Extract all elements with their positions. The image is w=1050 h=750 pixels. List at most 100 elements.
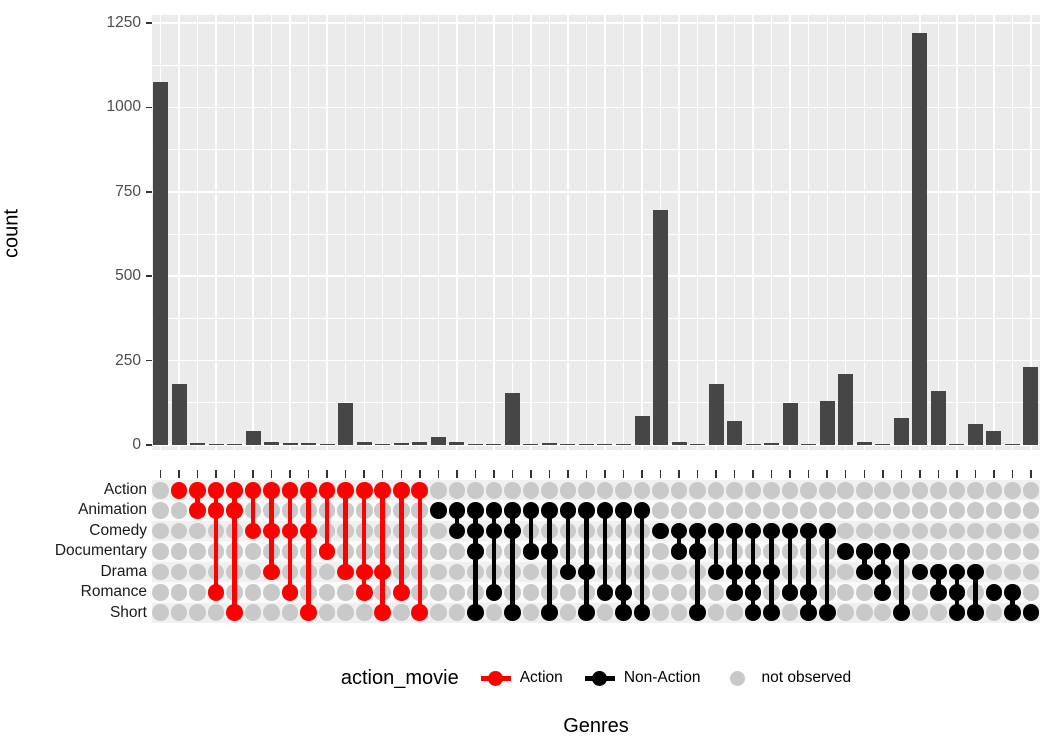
matrix-dot: [170, 563, 188, 581]
matrix-dot: [874, 563, 892, 581]
matrix-dot: [448, 543, 466, 560]
matrix-dot: [652, 543, 669, 560]
matrix-row-stripe: [152, 541, 1040, 562]
x-tick-mark: [715, 470, 717, 478]
vertical-gridline: [474, 15, 477, 450]
matrix-row-label: Animation: [78, 501, 147, 519]
intersection-bar: [578, 444, 594, 445]
matrix-connector-line: [250, 490, 256, 532]
matrix-dot: [1022, 522, 1040, 540]
major-gridline: [152, 359, 1040, 362]
matrix-dot: [485, 481, 503, 499]
matrix-dot: [448, 522, 466, 540]
x-tick-mark: [307, 470, 310, 478]
y-tick-mark: [146, 106, 152, 109]
matrix-dot: [893, 543, 910, 560]
matrix-dot: [430, 502, 447, 519]
matrix-dot: [985, 563, 1003, 581]
matrix-connector-line: [306, 490, 311, 613]
matrix-dot: [504, 481, 521, 499]
matrix-dot: [652, 522, 669, 540]
vertical-gridline: [882, 15, 884, 450]
matrix-dot: [1022, 604, 1040, 622]
matrix-dot: [152, 563, 169, 581]
matrix-dot: [948, 584, 966, 601]
intersection-bar: [912, 33, 928, 445]
vertical-gridline: [289, 15, 291, 450]
intersection-bar: [153, 82, 168, 445]
matrix-dot: [837, 502, 855, 519]
matrix-dot: [170, 481, 188, 499]
y-tick-mark: [146, 22, 152, 24]
matrix-dot: [485, 584, 503, 601]
matrix-connector-line: [676, 531, 682, 552]
x-tick-mark: [659, 470, 662, 478]
matrix-dot: [244, 481, 262, 499]
matrix-dot: [670, 563, 688, 581]
x-tick-mark: [882, 470, 884, 478]
legend-item-not-observed: not observed: [723, 669, 851, 687]
vertical-gridline: [937, 15, 940, 450]
intersection-bar: [319, 444, 335, 445]
vertical-gridline: [863, 15, 865, 450]
major-gridline: [152, 444, 1040, 446]
matrix-dot: [337, 481, 354, 499]
matrix-dot: [930, 604, 947, 622]
matrix-dot: [818, 481, 836, 499]
matrix-dot: [744, 502, 762, 519]
intersection-bar: [264, 441, 280, 445]
x-tick-mark: [363, 470, 365, 478]
matrix-dot: [522, 481, 540, 499]
matrix-dot: [207, 481, 225, 499]
vertical-gridline: [622, 15, 625, 450]
matrix-connector-line: [732, 531, 737, 593]
matrix-dot: [244, 543, 262, 560]
matrix-dot: [911, 604, 929, 622]
vertical-gridline: [733, 15, 736, 450]
vertical-gridline: [1030, 15, 1032, 450]
matrix-dot: [837, 584, 855, 601]
x-tick-mark: [696, 470, 699, 478]
matrix-dot: [744, 563, 762, 581]
matrix-connector-line: [602, 510, 608, 593]
matrix-dot: [911, 502, 929, 519]
intersection-bar: [708, 384, 724, 445]
matrix-dot: [911, 522, 929, 540]
matrix-dot: [244, 604, 262, 622]
minor-gridline: [152, 149, 1040, 151]
matrix-dot: [763, 563, 780, 581]
matrix-dot: [800, 502, 817, 519]
matrix-dot: [263, 563, 280, 581]
matrix-row-label: Documentary: [54, 542, 147, 560]
x-tick-mark: [956, 470, 958, 478]
matrix-connector-line: [824, 531, 830, 613]
matrix-dot: [1004, 604, 1021, 622]
x-tick-mark: [548, 470, 551, 478]
matrix-dot: [207, 604, 225, 622]
matrix-dot: [170, 543, 188, 560]
intersection-bar: [597, 444, 613, 445]
matrix-dot: [485, 604, 503, 622]
matrix-dot: [930, 502, 947, 519]
matrix-dot: [948, 543, 966, 560]
matrix-dot: [318, 543, 336, 560]
matrix-dot: [985, 502, 1003, 519]
matrix-dot: [985, 522, 1003, 540]
intersection-bar: [893, 417, 909, 445]
matrix-dot: [1004, 522, 1021, 540]
intersection-bar: [282, 443, 298, 445]
x-tick-mark: [937, 470, 940, 478]
matrix-dot: [559, 563, 577, 581]
matrix-dot: [930, 522, 947, 540]
matrix-dot: [207, 502, 225, 519]
intersection-bar: [986, 431, 1002, 445]
matrix-dot: [152, 522, 169, 540]
matrix-dot: [541, 502, 558, 519]
intersection-bar: [671, 441, 687, 445]
matrix-dot: [430, 522, 447, 540]
x-tick-mark: [900, 470, 903, 478]
matrix-connector-line: [787, 531, 793, 593]
matrix-connector-line: [936, 571, 941, 593]
matrix-dot: [633, 481, 651, 499]
intersection-bar: [838, 374, 854, 445]
